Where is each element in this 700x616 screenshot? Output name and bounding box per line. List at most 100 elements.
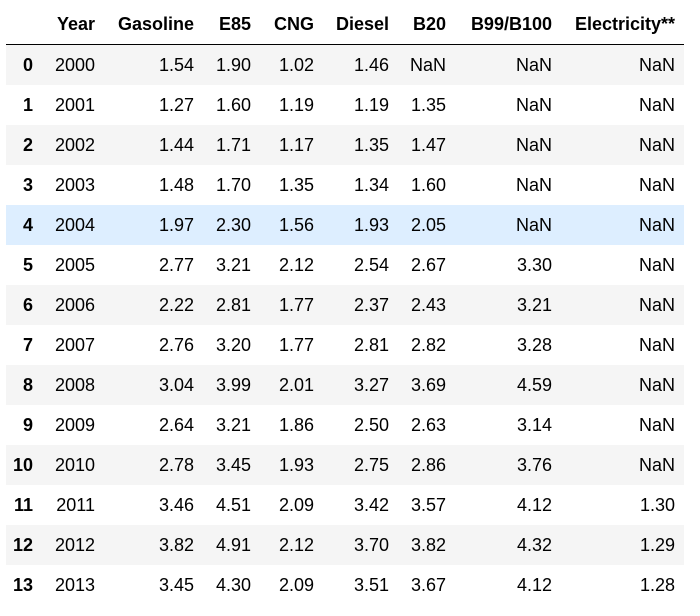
cell-b20: 2.67 — [410, 254, 446, 275]
cell-gasoline: 1.54 — [158, 54, 194, 75]
cell-year: 2002 — [54, 134, 95, 155]
cell-electricity: NaN — [638, 174, 675, 195]
row-index: 12 — [12, 534, 33, 555]
row-index: 6 — [22, 294, 33, 315]
cell-b99-b100: 4.12 — [516, 494, 552, 515]
cell-b20: 2.43 — [410, 294, 446, 315]
cell-b99-b100: 3.76 — [516, 454, 552, 475]
cell-cng: 2.09 — [278, 574, 314, 595]
cell-gasoline: 1.44 — [158, 134, 194, 155]
cell-electricity: NaN — [638, 214, 675, 235]
cell-e85: 3.21 — [215, 254, 251, 275]
column-header-year: Year — [42, 4, 104, 45]
cell-b20: 3.69 — [410, 374, 446, 395]
cell-diesel: 2.81 — [353, 334, 389, 355]
cell-e85: 1.90 — [215, 54, 251, 75]
cell-electricity: NaN — [638, 134, 675, 155]
cell-b20: 2.82 — [410, 334, 446, 355]
cell-gasoline: 2.77 — [158, 254, 194, 275]
cell-diesel: 2.50 — [353, 414, 389, 435]
cell-diesel: 2.75 — [353, 454, 389, 475]
cell-b99-b100: NaN — [515, 214, 552, 235]
cell-e85: 3.21 — [215, 414, 251, 435]
cell-gasoline: 1.97 — [158, 214, 194, 235]
cell-b99-b100: NaN — [515, 174, 552, 195]
cell-year: 2001 — [54, 94, 95, 115]
row-index: 7 — [22, 334, 33, 355]
cell-electricity: NaN — [638, 294, 675, 315]
cell-diesel: 3.51 — [353, 574, 389, 595]
row-index: 1 — [22, 94, 33, 115]
cell-b20: 3.57 — [410, 494, 446, 515]
column-header-diesel: Diesel — [323, 4, 398, 45]
table-row: 11 2011 3.46 4.51 2.09 3.42 3.57 4.12 1.30 — [6, 485, 684, 525]
column-header-cng: CNG — [260, 4, 323, 45]
cell-e85: 1.60 — [215, 94, 251, 115]
cell-gasoline: 2.64 — [158, 414, 194, 435]
cell-cng: 1.77 — [278, 294, 314, 315]
cell-year: 2006 — [54, 294, 95, 315]
cell-cng: 1.56 — [278, 214, 314, 235]
table-header: Year Gasoline E85 CNG Diesel B20 B99/B10… — [6, 4, 684, 45]
table-row: 1 2001 1.27 1.60 1.19 1.19 1.35 NaN NaN — [6, 85, 684, 125]
cell-gasoline: 3.45 — [158, 574, 194, 595]
cell-electricity: NaN — [638, 254, 675, 275]
cell-diesel: 2.54 — [353, 254, 389, 275]
cell-diesel: 1.35 — [353, 134, 389, 155]
cell-diesel: 2.37 — [353, 294, 389, 315]
cell-cng: 2.12 — [278, 534, 314, 555]
cell-e85: 4.30 — [215, 574, 251, 595]
cell-diesel: 3.27 — [353, 374, 389, 395]
cell-b20: 2.86 — [410, 454, 446, 475]
row-index: 13 — [12, 574, 33, 595]
table-row: 6 2006 2.22 2.81 1.77 2.37 2.43 3.21 NaN — [6, 285, 684, 325]
cell-b20: NaN — [409, 54, 446, 75]
cell-electricity: NaN — [638, 454, 675, 475]
table-row: 3 2003 1.48 1.70 1.35 1.34 1.60 NaN NaN — [6, 165, 684, 205]
cell-diesel: 1.34 — [353, 174, 389, 195]
cell-e85: 2.30 — [215, 214, 251, 235]
cell-b99-b100: NaN — [515, 134, 552, 155]
cell-electricity: NaN — [638, 94, 675, 115]
row-index: 3 — [22, 174, 33, 195]
cell-diesel: 1.46 — [353, 54, 389, 75]
table-row: 0 2000 1.54 1.90 1.02 1.46 NaN NaN NaN — [6, 44, 684, 85]
cell-e85: 3.99 — [215, 374, 251, 395]
cell-gasoline: 3.04 — [158, 374, 194, 395]
cell-b99-b100: 4.59 — [516, 374, 552, 395]
cell-year: 2000 — [54, 54, 95, 75]
cell-b99-b100: NaN — [515, 54, 552, 75]
cell-e85: 4.91 — [215, 534, 251, 555]
header-row: Year Gasoline E85 CNG Diesel B20 B99/B10… — [6, 4, 684, 45]
table-row: 7 2007 2.76 3.20 1.77 2.81 2.82 3.28 NaN — [6, 325, 684, 365]
row-index: 0 — [22, 54, 33, 75]
cell-electricity: 1.29 — [639, 534, 675, 555]
cell-year: 2013 — [54, 574, 95, 595]
table-row: 2 2002 1.44 1.71 1.17 1.35 1.47 NaN NaN — [6, 125, 684, 165]
row-index: 9 — [22, 414, 33, 435]
cell-b99-b100: 4.32 — [516, 534, 552, 555]
cell-electricity: NaN — [638, 334, 675, 355]
cell-year: 2009 — [54, 414, 95, 435]
cell-b99-b100: NaN — [515, 94, 552, 115]
cell-b20: 2.63 — [410, 414, 446, 435]
table-row: 5 2005 2.77 3.21 2.12 2.54 2.67 3.30 NaN — [6, 245, 684, 285]
cell-gasoline: 2.78 — [158, 454, 194, 475]
cell-b20: 1.35 — [410, 94, 446, 115]
row-index: 11 — [13, 494, 33, 515]
cell-electricity: NaN — [638, 54, 675, 75]
cell-gasoline: 1.27 — [158, 94, 194, 115]
column-header-electricity: Electricity** — [561, 4, 684, 45]
cell-e85: 4.51 — [215, 494, 251, 515]
cell-cng: 2.09 — [278, 494, 314, 515]
row-index: 4 — [22, 214, 33, 235]
cell-cng: 1.02 — [278, 54, 314, 75]
cell-year: 2005 — [54, 254, 95, 275]
cell-gasoline: 2.22 — [158, 294, 194, 315]
cell-cng: 1.93 — [278, 454, 314, 475]
column-header-b99-b100: B99/B100 — [455, 4, 561, 45]
cell-e85: 3.20 — [215, 334, 251, 355]
cell-cng: 1.19 — [278, 94, 314, 115]
cell-b20: 3.67 — [410, 574, 446, 595]
